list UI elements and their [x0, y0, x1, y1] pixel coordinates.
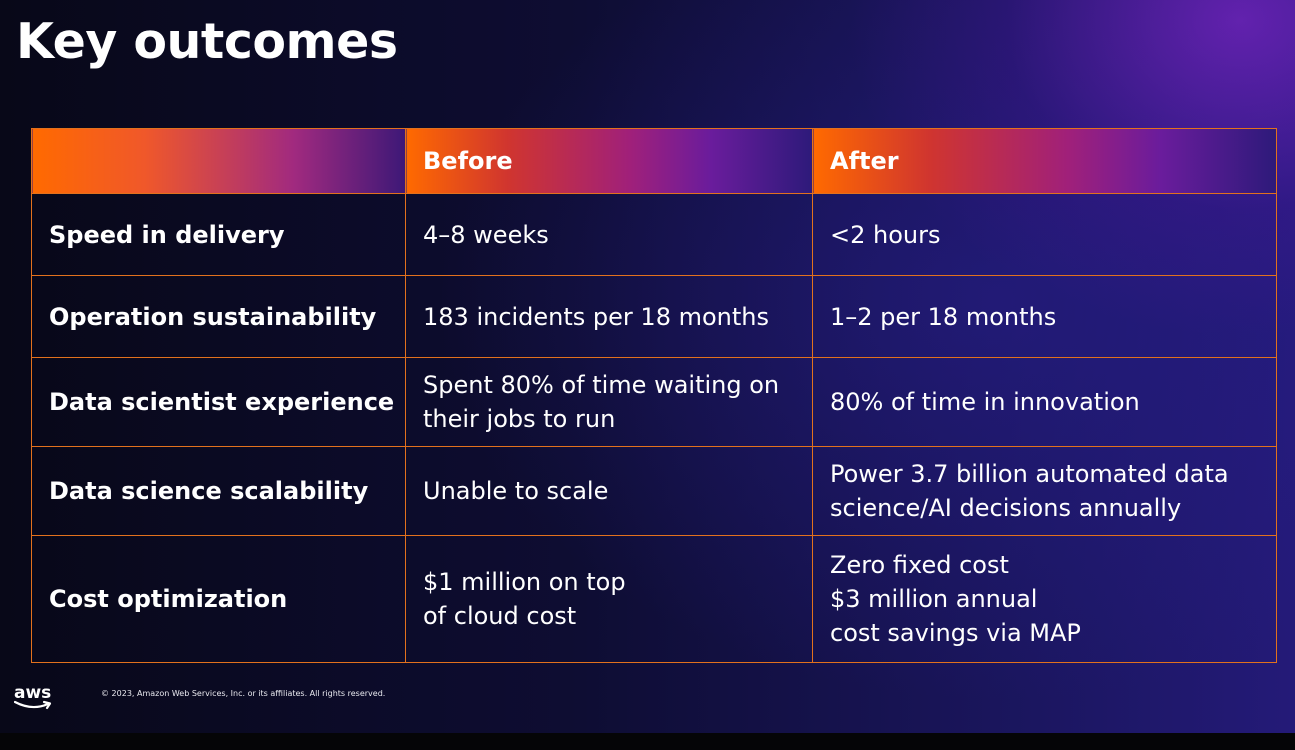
bottom-strip [0, 733, 1295, 750]
table-row: Cost optimization $1 million on top of c… [31, 535, 1277, 663]
after-text: $3 million annual [830, 585, 1038, 613]
row-label: Cost optimization [31, 535, 406, 663]
after-text: Zero fixed cost [830, 551, 1009, 579]
aws-logo-text: aws [14, 683, 52, 703]
header-cell-before: Before [405, 128, 813, 194]
before-text: Unable to scale [423, 477, 609, 505]
after-cell: Zero fixed cost $3 million annual cost s… [812, 535, 1277, 663]
after-text: 1–2 per 18 months [830, 302, 1057, 331]
table-row: Speed in delivery 4–8 weeks <2 hours [31, 193, 1277, 276]
after-cell: 80% of time in innovation [812, 357, 1277, 447]
before-cell: $1 million on top of cloud cost [405, 535, 813, 663]
table-row: Operation sustainability 183 incidents p… [31, 275, 1277, 358]
after-cell: 1–2 per 18 months [812, 275, 1277, 358]
after-text: <2 hours [830, 220, 941, 249]
copyright-text: © 2023, Amazon Web Services, Inc. or its… [101, 689, 386, 698]
before-text: 183 incidents per 18 months [423, 302, 769, 331]
before-text: $1 million on top [423, 568, 626, 596]
aws-logo: aws [14, 683, 58, 713]
footer: aws [14, 683, 58, 713]
before-text: Spent 80% of time waiting on [423, 371, 780, 399]
after-text: 80% of time in innovation [830, 388, 1140, 416]
before-text: their jobs to run [423, 405, 616, 433]
table-row: Data scientist experience Spent 80% of t… [31, 357, 1277, 447]
before-text: 4–8 weeks [423, 220, 549, 249]
after-text: science/AI decisions annually [830, 494, 1182, 522]
row-label: Speed in delivery [31, 193, 406, 276]
after-text: cost savings via MAP [830, 619, 1081, 647]
before-cell: 183 incidents per 18 months [405, 275, 813, 358]
before-cell: Unable to scale [405, 446, 813, 536]
row-label: Operation sustainability [31, 275, 406, 358]
header-cell-after: After [812, 128, 1277, 194]
after-cell: Power 3.7 billion automated data science… [812, 446, 1277, 536]
before-cell: Spent 80% of time waiting on their jobs … [405, 357, 813, 447]
before-text: of cloud cost [423, 602, 577, 630]
row-label: Data scientist experience [31, 357, 406, 447]
table-header-row: Before After [31, 128, 1277, 194]
outcomes-table: Before After Speed in delivery 4–8 weeks… [31, 128, 1277, 663]
table-row: Data science scalability Unable to scale… [31, 446, 1277, 536]
after-cell: <2 hours [812, 193, 1277, 276]
aws-smile-icon [14, 700, 52, 710]
before-cell: 4–8 weeks [405, 193, 813, 276]
after-text: Power 3.7 billion automated data [830, 460, 1229, 488]
row-label: Data science scalability [31, 446, 406, 536]
header-cell-empty [31, 128, 406, 194]
slide-title: Key outcomes [16, 13, 398, 70]
